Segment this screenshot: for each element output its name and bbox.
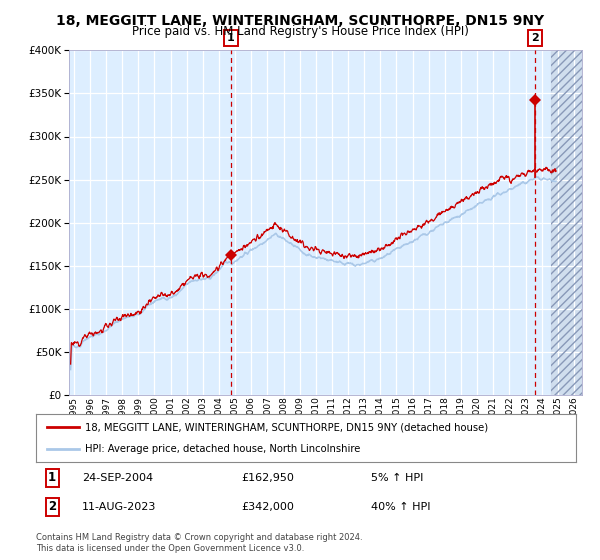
Text: Price paid vs. HM Land Registry's House Price Index (HPI): Price paid vs. HM Land Registry's House … [131,25,469,38]
Bar [551,50,582,395]
Text: HPI: Average price, detached house, North Lincolnshire: HPI: Average price, detached house, Nort… [85,444,360,454]
Text: Contains HM Land Registry data © Crown copyright and database right 2024.
This d: Contains HM Land Registry data © Crown c… [36,533,362,553]
Text: 40% ↑ HPI: 40% ↑ HPI [371,502,430,512]
Text: 2: 2 [48,500,56,513]
Text: 11-AUG-2023: 11-AUG-2023 [82,502,156,512]
Text: £162,950: £162,950 [241,473,294,483]
Text: 1: 1 [227,34,235,43]
Text: 18, MEGGITT LANE, WINTERINGHAM, SCUNTHORPE, DN15 9NY: 18, MEGGITT LANE, WINTERINGHAM, SCUNTHOR… [56,14,544,28]
Text: 2: 2 [532,34,539,43]
Text: 1: 1 [48,471,56,484]
Bar [551,50,582,395]
Text: 24-SEP-2004: 24-SEP-2004 [82,473,153,483]
Text: 5% ↑ HPI: 5% ↑ HPI [371,473,423,483]
Text: £342,000: £342,000 [241,502,294,512]
Text: 18, MEGGITT LANE, WINTERINGHAM, SCUNTHORPE, DN15 9NY (detached house): 18, MEGGITT LANE, WINTERINGHAM, SCUNTHOR… [85,422,488,432]
